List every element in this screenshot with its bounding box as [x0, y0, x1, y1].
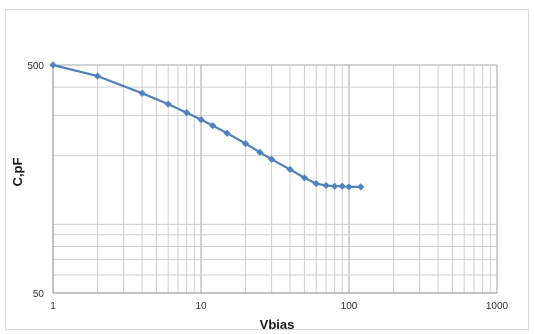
- data-point: [312, 179, 320, 188]
- data-point: [331, 182, 339, 190]
- data-point: [209, 122, 217, 130]
- x-tick-label: 1000: [486, 301, 509, 312]
- data-point: [138, 89, 146, 97]
- data-point: [164, 100, 172, 108]
- data-point: [49, 61, 57, 69]
- data-point: [183, 109, 191, 117]
- grid: [52, 64, 498, 294]
- series-line: [52, 63, 361, 188]
- data-point: [300, 174, 309, 182]
- x-tick-label: 1: [50, 301, 56, 312]
- data-point: [338, 182, 346, 190]
- series: [49, 61, 365, 191]
- y-tick-label: 50: [33, 289, 45, 300]
- x-tick-label: 10: [195, 301, 207, 312]
- y-tick-label: 500: [27, 61, 44, 72]
- x-axis-title: Vbias: [260, 317, 295, 332]
- data-point: [357, 183, 365, 191]
- data-point: [322, 181, 330, 190]
- data-point: [345, 183, 353, 191]
- tick-labels: 1 10 100 1000 500 50: [27, 61, 508, 312]
- x-tick-label: 100: [341, 301, 358, 312]
- data-point: [286, 165, 294, 174]
- chart-frame: [5, 9, 529, 330]
- data-point: [256, 148, 264, 156]
- data-point: [241, 140, 250, 148]
- data-point: [223, 129, 231, 137]
- data-point: [268, 155, 276, 163]
- data-point: [197, 116, 205, 124]
- axes: [52, 65, 497, 294]
- y-axis-title: C,pF: [10, 158, 25, 187]
- data-point: [93, 72, 102, 80]
